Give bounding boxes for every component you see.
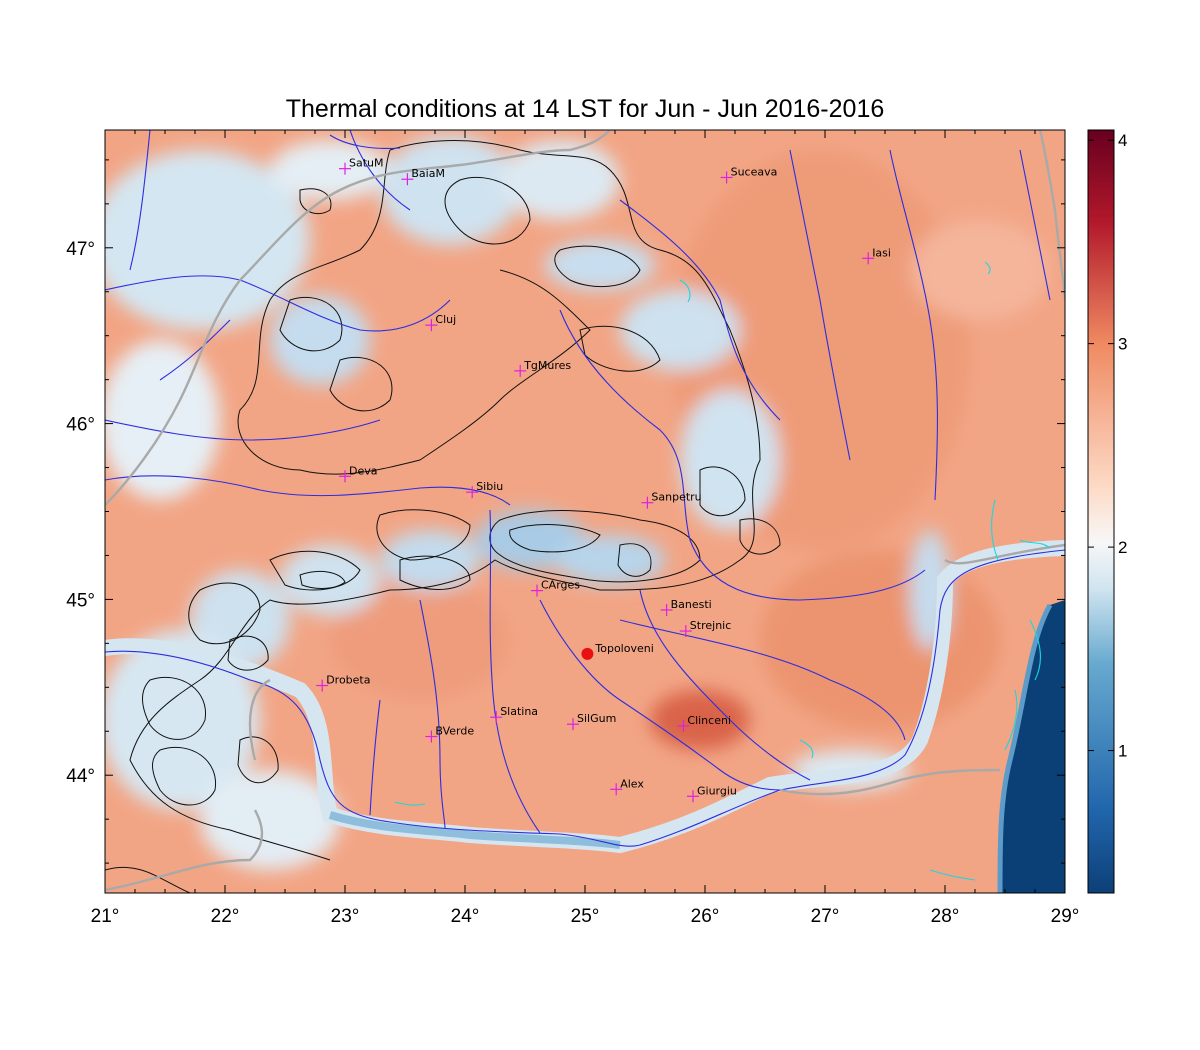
city-label: Iasi bbox=[872, 246, 891, 259]
city-marker: Slatina bbox=[490, 705, 538, 724]
highlight-label: Topoloveni bbox=[594, 642, 653, 655]
country-borders bbox=[105, 130, 1065, 892]
city-label: Suceava bbox=[731, 165, 778, 178]
y-tick-label: 47° bbox=[66, 239, 95, 260]
colorbar-tick-label: 4 bbox=[1118, 131, 1127, 150]
city-marker: BaiaM bbox=[401, 167, 445, 186]
x-tick-label: 21° bbox=[91, 906, 120, 927]
city-marker: BVerde bbox=[425, 725, 474, 743]
city-marker: SilGum bbox=[567, 712, 616, 731]
city-label: SatuM bbox=[349, 157, 384, 170]
x-tick-label: 27° bbox=[811, 906, 840, 927]
city-label: TgMures bbox=[523, 359, 571, 372]
city-label: CArges bbox=[541, 579, 580, 592]
colorbar-tick-label: 3 bbox=[1118, 335, 1127, 354]
city-label: Giurgiu bbox=[697, 784, 737, 797]
danube-cool-core bbox=[328, 811, 621, 849]
y-tick-label: 45° bbox=[66, 590, 95, 611]
city-label: BaiaM bbox=[411, 167, 445, 180]
x-tick-label: 29° bbox=[1051, 906, 1080, 927]
city-marker: CArges bbox=[531, 579, 580, 597]
colorbar-gradient bbox=[1087, 129, 1115, 894]
city-marker: Deva bbox=[339, 464, 378, 483]
y-tick-label: 46° bbox=[66, 415, 95, 436]
city-label: Drobeta bbox=[326, 674, 370, 687]
axis-ticks bbox=[104, 130, 1066, 893]
field-variations bbox=[105, 135, 1050, 870]
colorbar-tick-label: 2 bbox=[1118, 538, 1127, 557]
x-axis-labels: 21° 22° 23° 24° 25° 26° 27° 28° 29° bbox=[91, 906, 1080, 927]
colorbar: 1 2 3 4 bbox=[1087, 129, 1127, 894]
city-marker: Banesti bbox=[660, 598, 712, 616]
highlight-site: Topoloveni bbox=[581, 642, 654, 660]
city-label: Sanpetru bbox=[651, 491, 701, 504]
city-marker: Iasi bbox=[862, 246, 891, 265]
city-marker: Cluj bbox=[425, 313, 456, 332]
y-axis-labels: 44° 45° 46° 47° bbox=[66, 239, 95, 787]
x-tick-label: 22° bbox=[211, 906, 240, 927]
city-label: Clinceni bbox=[687, 714, 731, 727]
colorbar-ticks: 1 2 3 4 bbox=[1088, 131, 1127, 761]
city-marker: TgMures bbox=[514, 359, 571, 377]
lakes bbox=[394, 261, 1051, 881]
city-marker: Suceava bbox=[720, 165, 778, 184]
x-tick-label: 26° bbox=[691, 906, 720, 927]
city-marker: Drobeta bbox=[316, 674, 370, 692]
city-label: Strejnic bbox=[690, 619, 731, 632]
city-marker: Giurgiu bbox=[687, 784, 737, 803]
city-label: Alex bbox=[620, 777, 644, 790]
city-marker: Strejnic bbox=[679, 619, 731, 638]
x-tick-label: 28° bbox=[931, 906, 960, 927]
city-label: BVerde bbox=[435, 725, 474, 738]
rivers bbox=[105, 130, 1065, 847]
x-tick-label: 25° bbox=[571, 906, 600, 927]
black-sea bbox=[1000, 600, 1065, 893]
city-label: Banesti bbox=[671, 598, 712, 611]
city-marker: SatuM bbox=[339, 157, 384, 175]
city-markers: SatuM BaiaM Suceava Iasi Cluj TgMures Deva Sibi… bbox=[316, 157, 891, 803]
highlight-dot bbox=[581, 647, 594, 660]
city-label: Cluj bbox=[435, 313, 456, 326]
city-label: SilGum bbox=[577, 712, 616, 725]
sea-coast-transition bbox=[997, 603, 1053, 893]
thermal-field bbox=[105, 130, 1065, 893]
city-marker: Sanpetru bbox=[641, 491, 702, 509]
city-marker: Clinceni bbox=[677, 714, 731, 732]
city-label: Sibiu bbox=[476, 480, 503, 493]
city-label: Deva bbox=[349, 464, 378, 477]
colorbar-tick-label: 1 bbox=[1118, 742, 1127, 761]
x-tick-label: 23° bbox=[331, 906, 360, 927]
city-marker: Sibiu bbox=[466, 480, 503, 499]
y-tick-label: 44° bbox=[66, 766, 95, 787]
x-tick-label: 24° bbox=[451, 906, 480, 927]
map-title: Thermal conditions at 14 LST for Jun - J… bbox=[286, 95, 885, 123]
city-marker: Alex bbox=[610, 777, 644, 796]
elevation-contours bbox=[105, 140, 781, 893]
city-label: Slatina bbox=[500, 705, 538, 718]
